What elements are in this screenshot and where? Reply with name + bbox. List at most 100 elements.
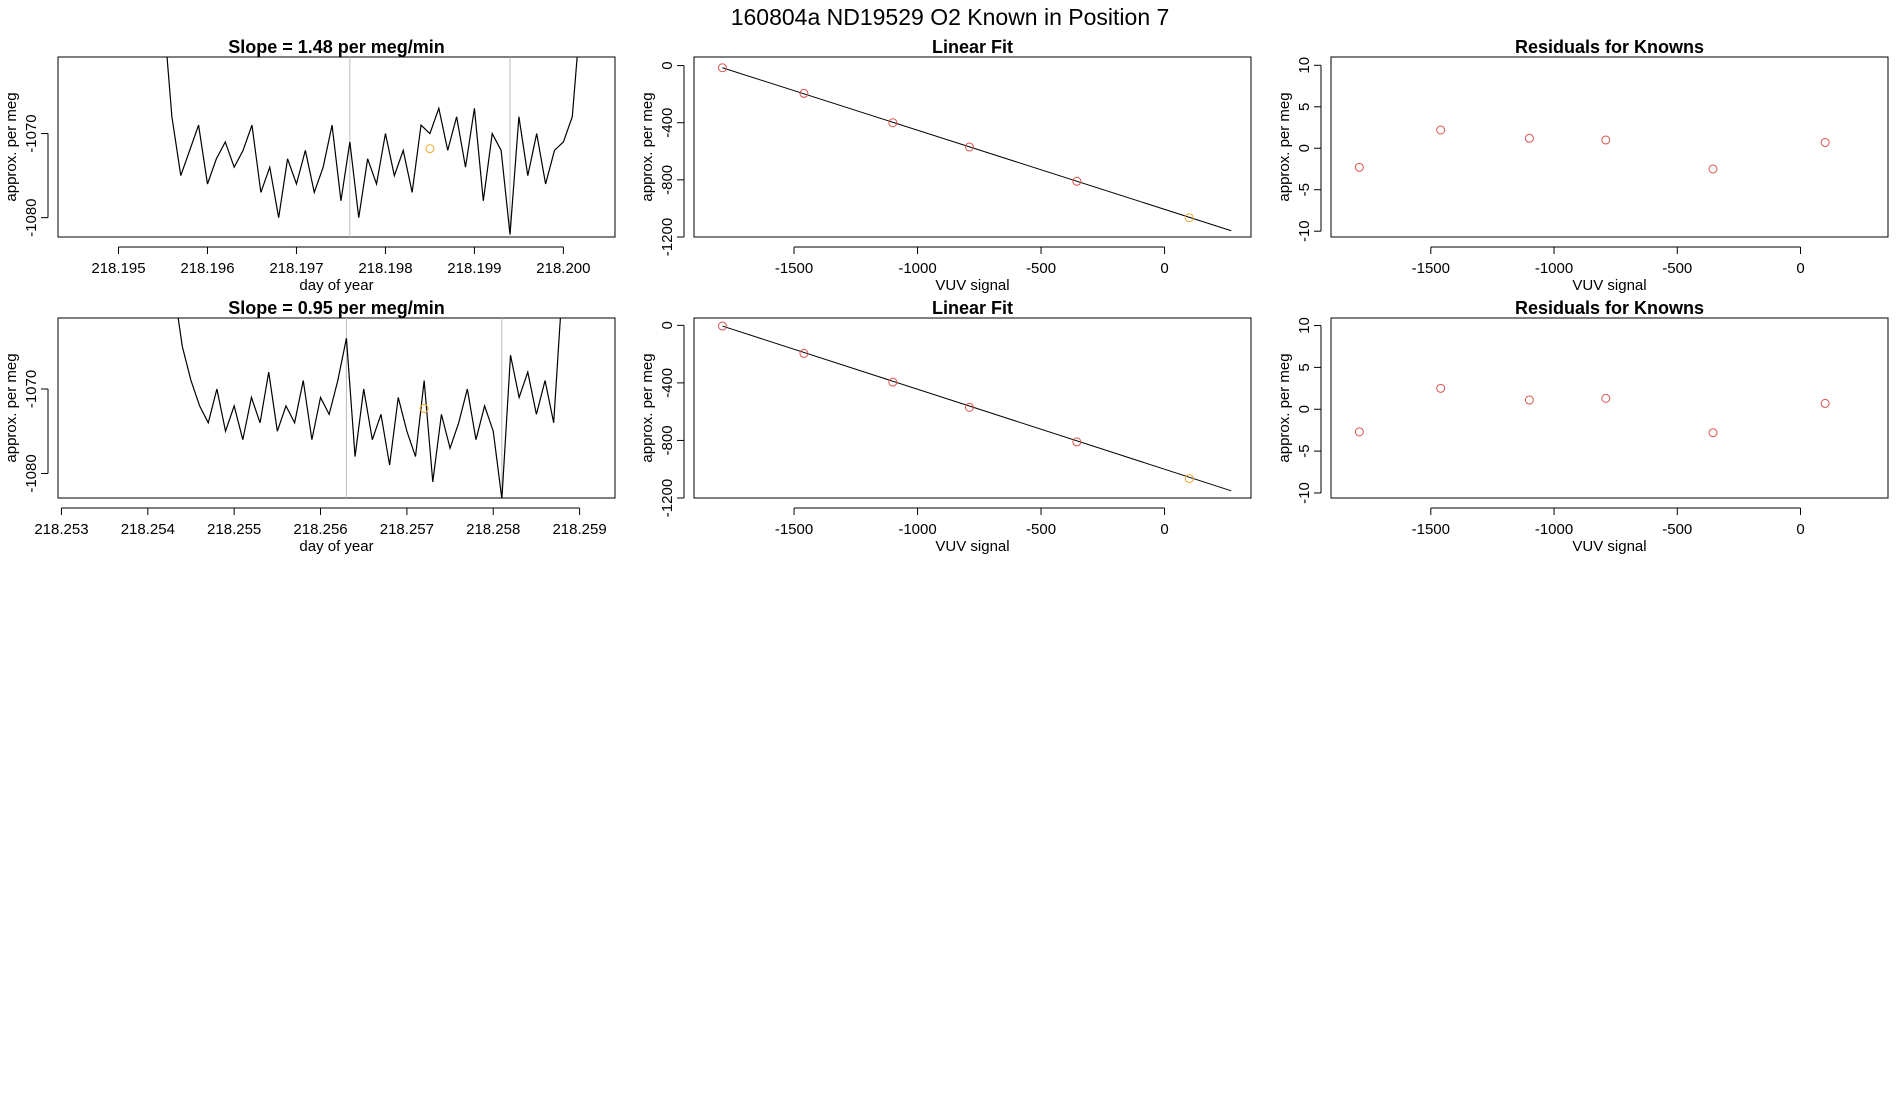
x-tick-label: 218.256 [293,521,347,538]
x-tick-label: -1000 [1535,521,1573,538]
panel: Residuals for Knowns VUV signal approx. pe… [1276,37,1889,294]
data-point [717,321,727,331]
x-tick-label: -1500 [775,260,813,277]
x-tick-label: 218.254 [121,521,175,538]
data-point [964,142,974,152]
data-point [1601,393,1611,403]
figure-title: 160804a ND19529 O2 Known in Position 7 [731,4,1170,30]
plot-box [57,56,616,238]
x-axis-label: day of year [299,277,373,294]
x-tick-label: 218.253 [34,521,88,538]
panel-title: Linear Fit [932,37,1013,57]
plot-area [177,318,561,498]
y-tick-label: -1200 [659,218,676,256]
x-tick-label: 218.198 [358,260,412,277]
y-tick-label: 5 [1296,363,1313,371]
x-tick-label: -1500 [1412,521,1450,538]
y-tick-label: 0 [1296,405,1313,413]
plot-area [1354,383,1830,438]
y-axis-label: approx. per meg [3,92,20,201]
x-tick-label: -1500 [775,521,813,538]
data-point [799,348,809,358]
data-point [425,144,435,154]
data-line [166,57,578,235]
y-tick-label: -400 [659,368,676,398]
y-tick-label: -1080 [23,198,40,236]
y-tick-label: -10 [1296,220,1313,242]
x-axis-label: VUV signal [1572,277,1646,294]
data-point [1072,176,1082,186]
data-point [1708,428,1718,438]
plot-box [693,317,1252,499]
x-tick-label: 218.255 [207,521,261,538]
plot-area [717,321,1232,492]
panel: Residuals for Knowns VUV signal approx. pe… [1276,298,1889,555]
data-point [1524,395,1534,405]
data-point [1436,383,1446,393]
y-tick-label: -1200 [659,479,676,517]
y-tick-label: 0 [659,321,676,329]
data-point [1601,135,1611,145]
x-tick-label: 0 [1796,260,1804,277]
x-tick-label: 0 [1796,521,1804,538]
data-point [1436,125,1446,135]
x-tick-label: 218.258 [466,521,520,538]
x-tick-label: -1000 [1535,260,1573,277]
fit-line [722,67,1232,232]
plot-box [693,56,1252,238]
plot-area [166,57,578,237]
y-axis-label: approx. per meg [639,92,656,201]
x-tick-label: -1500 [1412,260,1450,277]
x-tick-label: 218.196 [180,260,234,277]
y-axis-label: approx. per meg [639,353,656,462]
panel: Linear Fit VUV signal approx. per meg -1500… [639,37,1252,294]
data-point [1184,213,1194,223]
panel-title: Residuals for Knowns [1515,37,1704,57]
y-tick-label: -800 [659,165,676,195]
x-tick-label: -500 [1026,521,1056,538]
data-point [888,118,898,128]
plot-area [1354,125,1830,174]
panel-title: Residuals for Knowns [1515,298,1704,318]
y-tick-label: -10 [1296,482,1313,504]
x-tick-label: -1000 [898,260,936,277]
x-tick-label: 218.197 [269,260,323,277]
x-tick-label: 218.259 [552,521,606,538]
x-tick-label: -500 [1026,260,1056,277]
plot-box [1330,317,1889,499]
panel: Linear Fit VUV signal approx. per meg -1500… [639,298,1252,555]
y-axis-label: approx. per meg [1276,92,1293,201]
y-tick-label: -800 [659,425,676,455]
x-tick-label: -500 [1662,521,1692,538]
data-point [1354,427,1364,437]
x-axis-label: VUV signal [1572,538,1646,555]
data-point [1708,164,1718,174]
data-point [1354,162,1364,172]
panel: Slope = 1.48 per meg/min day of year appro… [3,37,616,294]
y-tick-label: -400 [659,108,676,138]
plot-box [1330,56,1889,238]
y-tick-label: -1070 [23,114,40,152]
data-point [1184,474,1194,484]
panel-title: Linear Fit [932,298,1013,318]
y-axis-label: approx. per meg [3,353,20,462]
plot-area [717,63,1232,232]
x-tick-label: 0 [1160,521,1168,538]
x-axis-label: VUV signal [935,277,1009,294]
data-point [888,377,898,387]
data-line [177,318,561,498]
y-tick-label: -1070 [23,370,40,408]
y-tick-label: 10 [1296,57,1313,74]
panel-title: Slope = 1.48 per meg/min [228,37,445,57]
y-tick-label: 10 [1296,317,1313,334]
data-point [1820,137,1830,147]
plot-box [57,317,616,499]
data-point [717,63,727,73]
y-tick-label: -5 [1296,444,1313,457]
x-tick-label: 218.195 [91,260,145,277]
x-tick-label: 218.200 [536,260,590,277]
data-point [799,88,809,98]
y-axis-label: approx. per meg [1276,353,1293,462]
fit-line [722,325,1232,492]
y-tick-label: 0 [659,61,676,69]
